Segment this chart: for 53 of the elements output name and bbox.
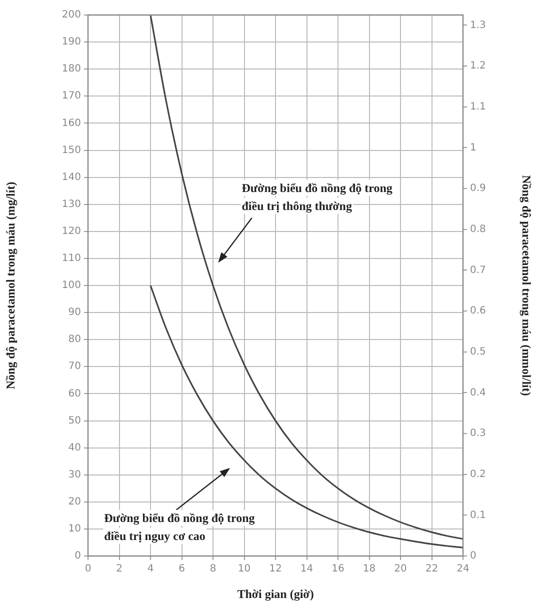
y2-tick-label: 0.6: [470, 306, 486, 317]
y-tick-label: 150: [62, 144, 81, 156]
annotation: Đường biểu đồ nồng độ trong điều trị thông thường: [242, 180, 392, 213]
y-tick-label: 100: [62, 280, 81, 292]
x-tick-label: 18: [362, 564, 376, 575]
y-tick-label: 140: [62, 172, 81, 183]
x-tick-label: 20: [394, 564, 407, 575]
y-tick-label: 10: [68, 524, 81, 535]
y-tick-label: 0: [74, 550, 81, 562]
y-tick-label: 80: [68, 334, 81, 346]
y-tick-label: 160: [62, 118, 81, 129]
x-tick-label: 14: [300, 564, 314, 575]
y-tick-label: 50: [68, 415, 81, 426]
y-tick-label: 190: [62, 36, 81, 48]
y2-tick-label: 0.2: [470, 468, 486, 480]
x-tick-label: 16: [332, 564, 344, 575]
y-tick-label: 60: [68, 388, 81, 400]
x-tick-label: 0: [84, 564, 92, 575]
y2-axis-title: Nồng độ paracetamol trong máu (mmol/lít): [520, 175, 534, 396]
y2-tick-label: 0.1: [470, 510, 486, 521]
x-tick-label: 10: [238, 564, 251, 575]
x-tick-label: 8: [210, 564, 216, 575]
y-axis-title: Nồng độ paracetamol trong máu (mg/lít): [3, 182, 18, 390]
y2-tick-label: 0: [470, 550, 476, 562]
x-tick-label: 22: [425, 564, 438, 575]
y2-tick-label: 0.3: [470, 428, 486, 440]
y-tick-label: 130: [62, 198, 81, 210]
y2-tick-label: 0.8: [470, 224, 486, 235]
y-tick-label: 30: [68, 469, 81, 480]
annotation: Đường biểu đồ nồng độ trong điều trị nguy cơ cao: [104, 510, 255, 543]
x-tick-label: 2: [116, 564, 122, 575]
y-tick-label: 20: [68, 496, 81, 508]
y-tick-label: 70: [68, 361, 81, 372]
x-tick-label: 12: [269, 564, 282, 575]
y-tick-label: 200: [62, 10, 81, 21]
y2-tick-label: 1.1: [470, 101, 486, 112]
y2-tick-label: 1.2: [470, 60, 486, 72]
y2-tick-label: 0.7: [470, 264, 486, 276]
y2-tick-label: 1: [470, 142, 476, 154]
y-tick-label: 90: [68, 307, 81, 318]
y2-tick-label: 0.9: [470, 183, 486, 194]
y2-tick-label: 0.4: [470, 387, 486, 398]
x-axis-title: Thời gian (giờ): [237, 586, 314, 601]
y-tick-label: 120: [62, 226, 81, 237]
y2-tick-label: 1.3: [470, 20, 486, 31]
y-tick-label: 40: [68, 442, 81, 454]
y-tick-label: 110: [62, 253, 81, 264]
y2-tick-label: 0.5: [470, 346, 486, 358]
x-tick-label: 6: [178, 564, 185, 575]
y-tick-label: 170: [62, 90, 81, 102]
x-tick-label: 4: [147, 564, 154, 575]
x-tick-label: 24: [456, 564, 470, 575]
y-tick-label: 180: [62, 64, 81, 75]
